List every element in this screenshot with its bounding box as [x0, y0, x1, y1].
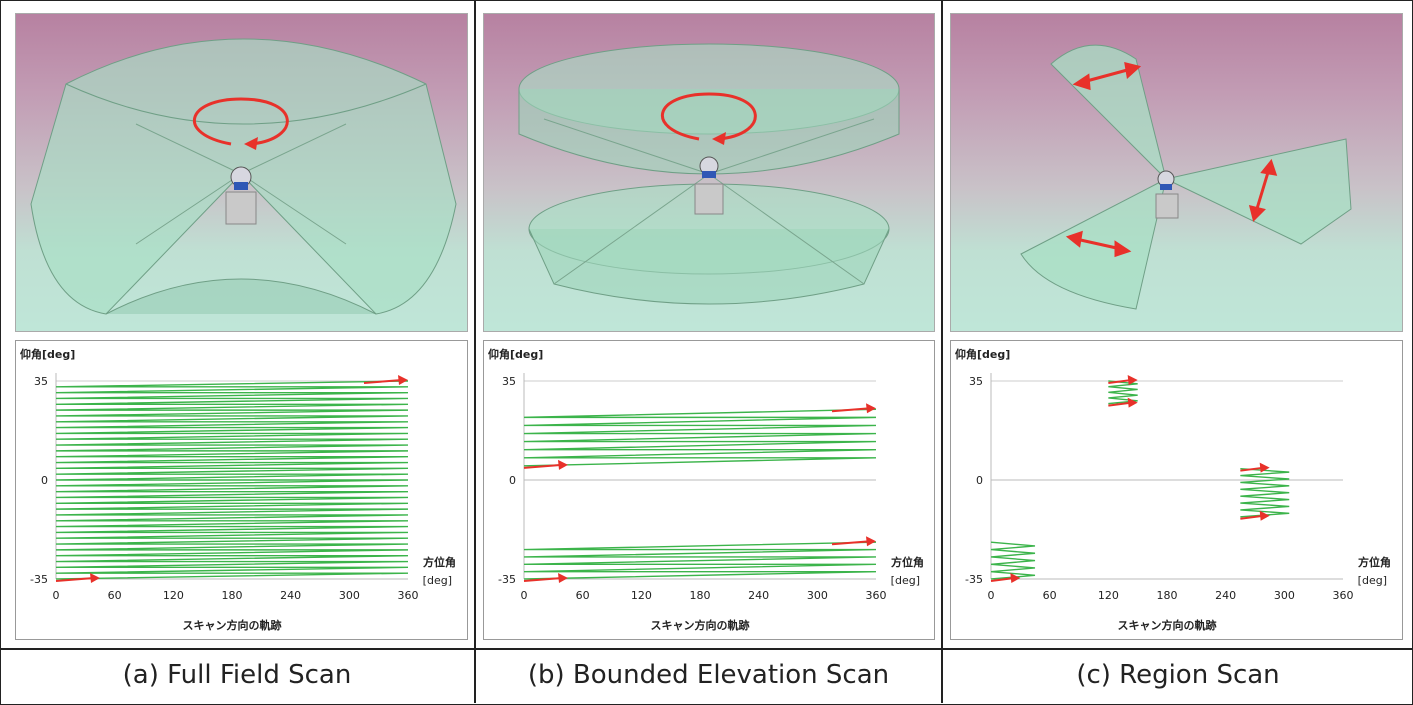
scan-direction-arrowhead	[866, 403, 876, 414]
x-axis-unit: [deg]	[423, 574, 452, 587]
scan-trajectory	[1240, 467, 1290, 518]
x-tick-label: 60	[108, 589, 122, 602]
rotate-arrow-icon	[660, 92, 757, 141]
scan-direction-arrow	[55, 577, 95, 582]
scan-trajectory-chart-a: 仰角[deg] 35 0 -35 0 60 120 180 240 300 360 方位角 [deg] ス…	[15, 340, 468, 640]
scan-direction-arrowhead	[398, 375, 408, 385]
y-tick-label: -35	[965, 573, 983, 586]
scan-direction-arrowhead	[1010, 573, 1021, 583]
caption-b: (b) Bounded Elevation Scan	[527, 660, 890, 690]
y-tick-label: 0	[976, 474, 983, 487]
x-tick-label: 240	[748, 589, 769, 602]
panel-bounded-elevation-scan: 仰角[deg] 35 0 -35 0 60 120 180 240 300 360 方位角 [deg] ス…	[476, 0, 941, 703]
scan-direction-arrow	[1108, 379, 1132, 384]
scan-direction-arrow	[831, 540, 871, 546]
x-tick-label: 360	[866, 589, 887, 602]
scan-direction-arrow	[523, 463, 563, 469]
x-tick-label: 360	[1333, 589, 1354, 602]
y-tick-label: -35	[30, 573, 48, 586]
x-tick-label: 240	[1215, 589, 1236, 602]
x-tick-label: 0	[988, 589, 995, 602]
y-tick-label: 35	[502, 375, 516, 388]
rotate-arrow-icon	[192, 97, 289, 146]
panel-divider-2	[941, 0, 943, 703]
x-tick-label: 300	[339, 589, 360, 602]
scan-trajectory	[55, 380, 409, 580]
scan-direction-arrowhead	[558, 573, 568, 583]
scan-direction-arrow	[523, 577, 563, 582]
scan-direction-arrowhead	[1259, 510, 1270, 521]
scan-trajectory-chart-b: 仰角[deg] 35 0 -35 0 60 120 180 240 300 360 方位角 [deg] ス…	[483, 340, 935, 640]
x-tick-label: 120	[631, 589, 652, 602]
y-tick-label: 0	[509, 474, 516, 487]
caption-divider	[0, 648, 1413, 650]
x-tick-label: 60	[576, 589, 590, 602]
scan-direction-arrowhead	[1127, 397, 1138, 408]
render-region-scan	[950, 13, 1403, 332]
x-axis-title: スキャン方向の軌跡	[651, 618, 750, 632]
x-tick-label: 300	[1274, 589, 1295, 602]
x-tick-label: 120	[1098, 589, 1119, 602]
render-bounded-elevation	[483, 13, 935, 332]
scan-volume-illustration	[30, 38, 457, 315]
scan-trajectory	[523, 408, 877, 467]
y-tick-label: 35	[34, 375, 48, 388]
panel-region-scan: 仰角[deg] 35 0 -35 0 60 120 180 240 300 360 方位角 [deg] ス…	[943, 0, 1413, 703]
double-arrow-icon	[1065, 61, 1278, 258]
y-axis-label: 仰角[deg]	[20, 347, 75, 361]
x-axis-label: 方位角	[1358, 555, 1391, 569]
x-tick-label: 240	[280, 589, 301, 602]
scan-direction-arrowhead	[1127, 375, 1138, 385]
x-tick-label: 180	[690, 589, 711, 602]
y-tick-label: 0	[41, 474, 48, 487]
scan-trajectory	[990, 541, 1036, 580]
scan-direction-arrowhead	[558, 459, 568, 470]
scan-trajectory-chart-c: 仰角[deg] 35 0 -35 0 60 120 180 240 300 360 方位角 [deg] ス…	[950, 340, 1403, 640]
x-tick-label: 360	[398, 589, 419, 602]
scan-direction-arrow	[1240, 514, 1264, 520]
scan-trajectory	[1108, 380, 1138, 405]
scan-direction-arrowhead	[866, 536, 876, 547]
scan-direction-arrowhead	[90, 573, 100, 583]
chart-svg-b: 仰角[deg] 35 0 -35 0 60 120 180 240 300 360 方位角 [deg] ス…	[488, 347, 924, 632]
x-axis-title: スキャン方向の軌跡	[1118, 618, 1217, 632]
x-tick-label: 180	[1157, 589, 1178, 602]
caption-a: (a) Full Field Scan	[122, 660, 352, 690]
y-tick-label: -35	[498, 573, 516, 586]
scan-direction-arrow	[1240, 466, 1264, 472]
x-axis-label: 方位角	[891, 555, 924, 569]
render-full-field	[15, 13, 468, 332]
x-tick-label: 0	[521, 589, 528, 602]
scan-volume-illustration	[518, 43, 900, 305]
y-tick-label: 35	[969, 375, 983, 388]
x-axis-unit: [deg]	[891, 574, 920, 587]
x-tick-label: 0	[53, 589, 60, 602]
x-axis-unit: [deg]	[1358, 574, 1387, 587]
scan-direction-arrow	[990, 577, 1015, 582]
caption-c: (c) Region Scan	[1076, 660, 1280, 690]
x-axis-label: 方位角	[423, 555, 456, 569]
scan-trajectory	[523, 541, 877, 580]
scan-direction-arrow	[363, 379, 403, 384]
x-axis-title: スキャン方向の軌跡	[183, 618, 282, 632]
x-tick-label: 60	[1043, 589, 1057, 602]
y-axis-label: 仰角[deg]	[955, 347, 1010, 361]
x-tick-label: 300	[807, 589, 828, 602]
panel-divider-1	[474, 0, 476, 703]
chart-svg-a: 仰角[deg] 35 0 -35 0 60 120 180 240 300 360 方位角 [deg] ス…	[20, 347, 456, 632]
x-tick-label: 120	[163, 589, 184, 602]
scan-direction-arrow	[831, 407, 871, 413]
scan-volume-illustration	[1020, 44, 1352, 310]
x-tick-label: 180	[222, 589, 243, 602]
chart-svg-c: 仰角[deg] 35 0 -35 0 60 120 180 240 300 360 方位角 [deg] ス…	[955, 347, 1391, 632]
panel-full-field-scan: 仰角[deg] 35 0 -35 0 60 120 180 240 300 360 方位角 [deg] ス…	[0, 0, 474, 703]
scan-direction-arrowhead	[1259, 462, 1270, 473]
y-axis-label: 仰角[deg]	[488, 347, 543, 361]
scan-direction-arrow	[1108, 401, 1132, 407]
